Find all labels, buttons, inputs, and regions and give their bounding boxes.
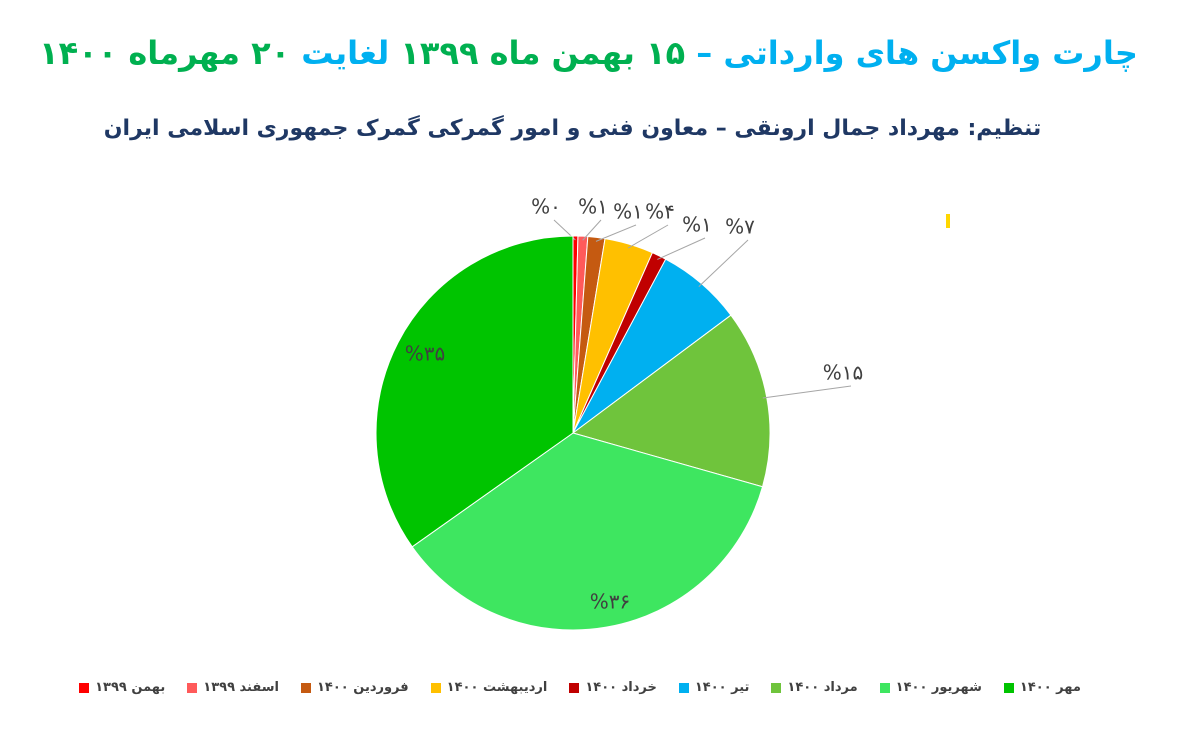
legend-label: اردیبهشت ۱۴۰۰ <box>446 680 548 695</box>
legend-swatch <box>1003 682 1014 693</box>
legend-item: خرداد ۱۴۰۰ <box>569 680 657 695</box>
title-segment: لغایت <box>301 34 390 72</box>
leader-line <box>698 239 749 287</box>
data-label: %۱۵ <box>823 361 864 385</box>
legend-label: تیر ۱۴۰۰ <box>694 680 750 695</box>
pie-slice <box>411 432 764 631</box>
legend-swatch <box>678 682 689 693</box>
title-segment: چارت واکسن های وارداتی – <box>696 34 1138 72</box>
legend-label: خرداد ۱۴۰۰ <box>585 680 657 695</box>
legend-label: فروردین ۱۴۰۰ <box>316 680 409 695</box>
legend-swatch <box>569 682 580 693</box>
legend-label: مرداد ۱۴۰۰ <box>787 680 858 695</box>
legend-swatch <box>430 682 441 693</box>
pie-slice <box>375 235 574 548</box>
legend-item: تیر ۱۴۰۰ <box>678 680 750 695</box>
title-segment: ۲۰ مهرماه ۱۴۰۰ <box>39 34 291 72</box>
legend-item: شهریور ۱۴۰۰ <box>879 680 982 695</box>
legend-swatch <box>79 682 90 693</box>
leader-line <box>627 224 669 249</box>
leader-line <box>657 237 706 260</box>
leader-line <box>582 219 602 241</box>
data-label: %۱ <box>682 213 712 237</box>
legend-item: اسفند ۱۳۹۹ <box>187 680 279 695</box>
chart-subtitle: تنظیم: مهرداد جمال ارونقی – معاون فنی و … <box>103 116 1042 141</box>
legend-swatch <box>187 682 198 693</box>
data-label: %۴ <box>645 200 675 224</box>
legend-label: مهر ۱۴۰۰ <box>1019 680 1081 695</box>
title-segment: ۱۵ بهمن ماه ۱۳۹۹ <box>400 34 686 72</box>
legend-swatch <box>771 682 782 693</box>
legend-item: اردیبهشت ۱۴۰۰ <box>430 680 548 695</box>
data-label: %۷ <box>725 215 755 239</box>
legend-label: شهریور ۱۴۰۰ <box>895 680 982 695</box>
legend-item: مرداد ۱۴۰۰ <box>771 680 858 695</box>
leader-line <box>595 224 637 242</box>
legend-swatch <box>879 682 890 693</box>
data-label: %۰ <box>531 195 561 219</box>
data-label: %۱ <box>578 195 608 219</box>
data-label: %۳۶ <box>590 590 631 614</box>
legend-item: بهمن ۱۳۹۹ <box>79 680 165 695</box>
chart-title: چارت واکسن های وارداتی – ۱۵ بهمن ماه ۱۳۹… <box>0 34 1177 72</box>
legend-item: مهر ۱۴۰۰ <box>1003 680 1081 695</box>
legend-swatch <box>300 682 311 693</box>
data-label: %۱ <box>613 200 643 224</box>
legend: بهمن ۱۳۹۹ اسفند ۱۳۹۹ فروردین ۱۴۰۰ اردیبهشت … <box>0 680 1160 695</box>
leader-line <box>762 385 852 399</box>
legend-item: فروردین ۱۴۰۰ <box>300 680 409 695</box>
data-label: %۳۵ <box>405 342 446 366</box>
decoration <box>946 214 950 228</box>
legend-label: بهمن ۱۳۹۹ <box>95 680 166 695</box>
legend-label: اسفند ۱۳۹۹ <box>203 680 279 695</box>
chart: %۰ %۱ %۱ %۴%۱ %۷%۱۵%۳۶%۳۵ <box>375 195 950 631</box>
